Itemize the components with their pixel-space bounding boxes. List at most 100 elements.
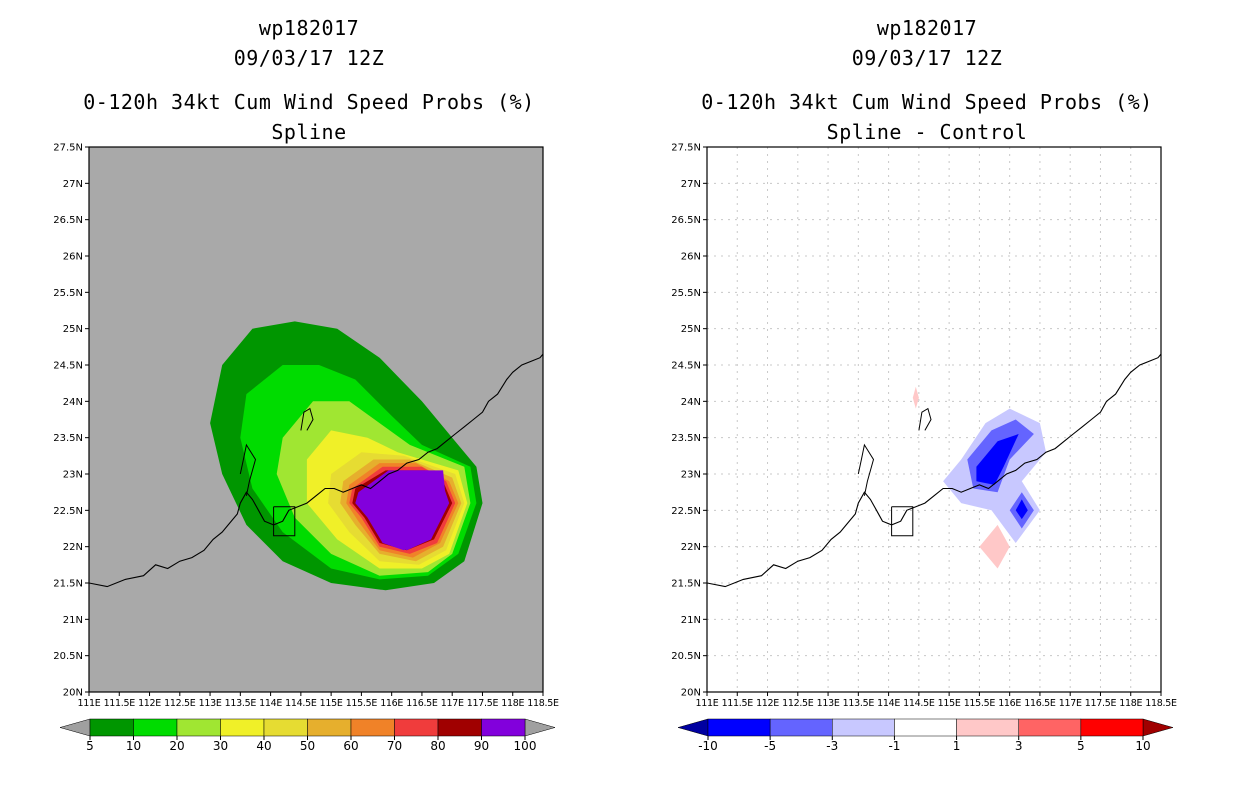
x-tick-label: 111.5E	[104, 698, 136, 709]
probability-contours	[210, 321, 483, 591]
y-tick-label: 20N	[63, 688, 83, 699]
y-tick-label: 27.5N	[53, 143, 83, 154]
y-tick-label: 26N	[681, 252, 701, 263]
y-tick-label: 22.5N	[671, 506, 701, 517]
difference-fill	[912, 386, 919, 409]
left-colorbar-swatch	[437, 718, 482, 737]
y-tick-label: 25N	[63, 324, 83, 335]
y-tick-label: 25.5N	[671, 288, 701, 299]
left-colorbar-label: 70	[387, 739, 402, 753]
coastline-group	[89, 353, 543, 588]
x-tick-label: 114.5E	[285, 698, 317, 709]
difference-fill	[979, 524, 1010, 569]
y-tick-label: 22N	[63, 542, 83, 553]
y-tick-label: 21N	[681, 615, 701, 626]
x-tick-label: 117.5E	[467, 698, 499, 709]
left-colorbar-label: 60	[343, 739, 358, 753]
difference-fill	[976, 434, 1019, 485]
x-tick-label: 112E	[756, 698, 779, 709]
y-tick-label: 21.5N	[53, 579, 83, 590]
left-colorbar-swatch	[350, 718, 395, 737]
x-tick-label: 115E	[938, 698, 961, 709]
x-tick-label: 112.5E	[164, 698, 196, 709]
right-colorbar-label: -5	[764, 739, 776, 753]
y-tick-label: 21N	[63, 615, 83, 626]
y-tick-label: 23N	[63, 470, 83, 481]
y-tick-label: 24N	[63, 397, 83, 408]
x-tick-label: 115.5E	[964, 698, 996, 709]
left-title-date: 09/03/17 12Z	[233, 46, 385, 70]
coastline-group	[707, 353, 1161, 588]
hong-kong-box	[891, 506, 914, 537]
right-colorbar-swatch	[769, 718, 833, 737]
pearl-river-delta-outline	[239, 443, 257, 496]
difference-fill	[1015, 499, 1028, 520]
y-tick-label: 20N	[681, 688, 701, 699]
right-colorbar-over-arrow	[1142, 718, 1174, 737]
left-colorbar-label: 50	[300, 739, 315, 753]
y-tick-label: 24N	[681, 397, 701, 408]
left-colorbar-label: 30	[213, 739, 228, 753]
x-tick-label: 115.5E	[346, 698, 378, 709]
right-colorbar-under-arrow	[677, 718, 709, 737]
right-title-date: 09/03/17 12Z	[851, 46, 1003, 70]
left-title-storm: wp182017	[258, 16, 360, 40]
y-tick-label: 23.5N	[671, 433, 701, 444]
y-tick-label: 25.5N	[53, 288, 83, 299]
inland-bay-outline	[300, 407, 314, 431]
x-tick-label: 114.5E	[903, 698, 935, 709]
y-tick-label: 20.5N	[53, 651, 83, 662]
left-title-product: 0-120h 34kt Cum Wind Speed Probs (%)	[83, 90, 535, 114]
plot-frame	[706, 146, 1162, 693]
left-colorbar-swatch	[307, 718, 352, 737]
x-tick-label: 116E	[998, 698, 1021, 709]
coastline	[707, 353, 1161, 588]
left-colorbar-label: 80	[430, 739, 445, 753]
x-tick-label: 113E	[817, 698, 840, 709]
x-tick-label: 112E	[138, 698, 161, 709]
inland-bay-outline	[918, 407, 932, 431]
left-colorbar-swatch	[263, 718, 308, 737]
x-tick-label: 112.5E	[782, 698, 814, 709]
left-colorbar-label: 100	[514, 739, 537, 753]
right-colorbar-swatch	[1080, 718, 1144, 737]
right-colorbar-swatch	[956, 718, 1019, 737]
left-colorbar-label: 10	[126, 739, 141, 753]
left-title-method: Spline	[271, 120, 347, 144]
hong-kong-box	[273, 506, 296, 537]
x-tick-label: 111E	[696, 698, 719, 709]
left-colorbar-label: 20	[169, 739, 184, 753]
pearl-river-delta-outline	[857, 443, 875, 496]
y-tick-label: 26N	[63, 252, 83, 263]
right-colorbar-swatch	[1018, 718, 1082, 737]
right-title-product: 0-120h 34kt Cum Wind Speed Probs (%)	[701, 90, 1153, 114]
y-tick-label: 27.5N	[671, 143, 701, 154]
y-tick-label: 21.5N	[671, 579, 701, 590]
x-tick-label: 113.5E	[225, 698, 257, 709]
x-tick-label: 116.5E	[406, 698, 438, 709]
left-colorbar-label: 5	[86, 739, 94, 753]
x-tick-label: 115E	[320, 698, 343, 709]
right-colorbar-label: 5	[1077, 739, 1085, 753]
left-colorbar-label: 40	[256, 739, 271, 753]
plot-frame	[88, 146, 544, 693]
left-colorbar-over-arrow	[524, 718, 556, 737]
coastline	[89, 353, 543, 588]
left-colorbar-swatch	[89, 718, 134, 737]
difference-contours	[912, 386, 1046, 569]
left-colorbar-swatch	[481, 718, 526, 737]
x-tick-label: 117E	[1059, 698, 1082, 709]
x-tick-label: 113.5E	[843, 698, 875, 709]
right-colorbar-swatch	[707, 718, 771, 737]
left-colorbar-swatch	[176, 718, 221, 737]
y-tick-label: 23.5N	[53, 433, 83, 444]
left-panel: wp182017 09/03/17 12Z 0-120h 34kt Cum Wi…	[53, 16, 559, 754]
x-tick-label: 116.5E	[1024, 698, 1056, 709]
y-tick-label: 27N	[681, 179, 701, 190]
y-tick-label: 25N	[681, 324, 701, 335]
left-chart: 27.5N 27N 26.5N 26N 25.5N 25N 24.5N 24N 23.5N 23N…	[53, 143, 559, 754]
x-tick-label: 118E	[501, 698, 524, 709]
y-tick-label: 23N	[681, 470, 701, 481]
left-colorbar-swatch	[220, 718, 265, 737]
y-tick-label: 27N	[63, 179, 83, 190]
